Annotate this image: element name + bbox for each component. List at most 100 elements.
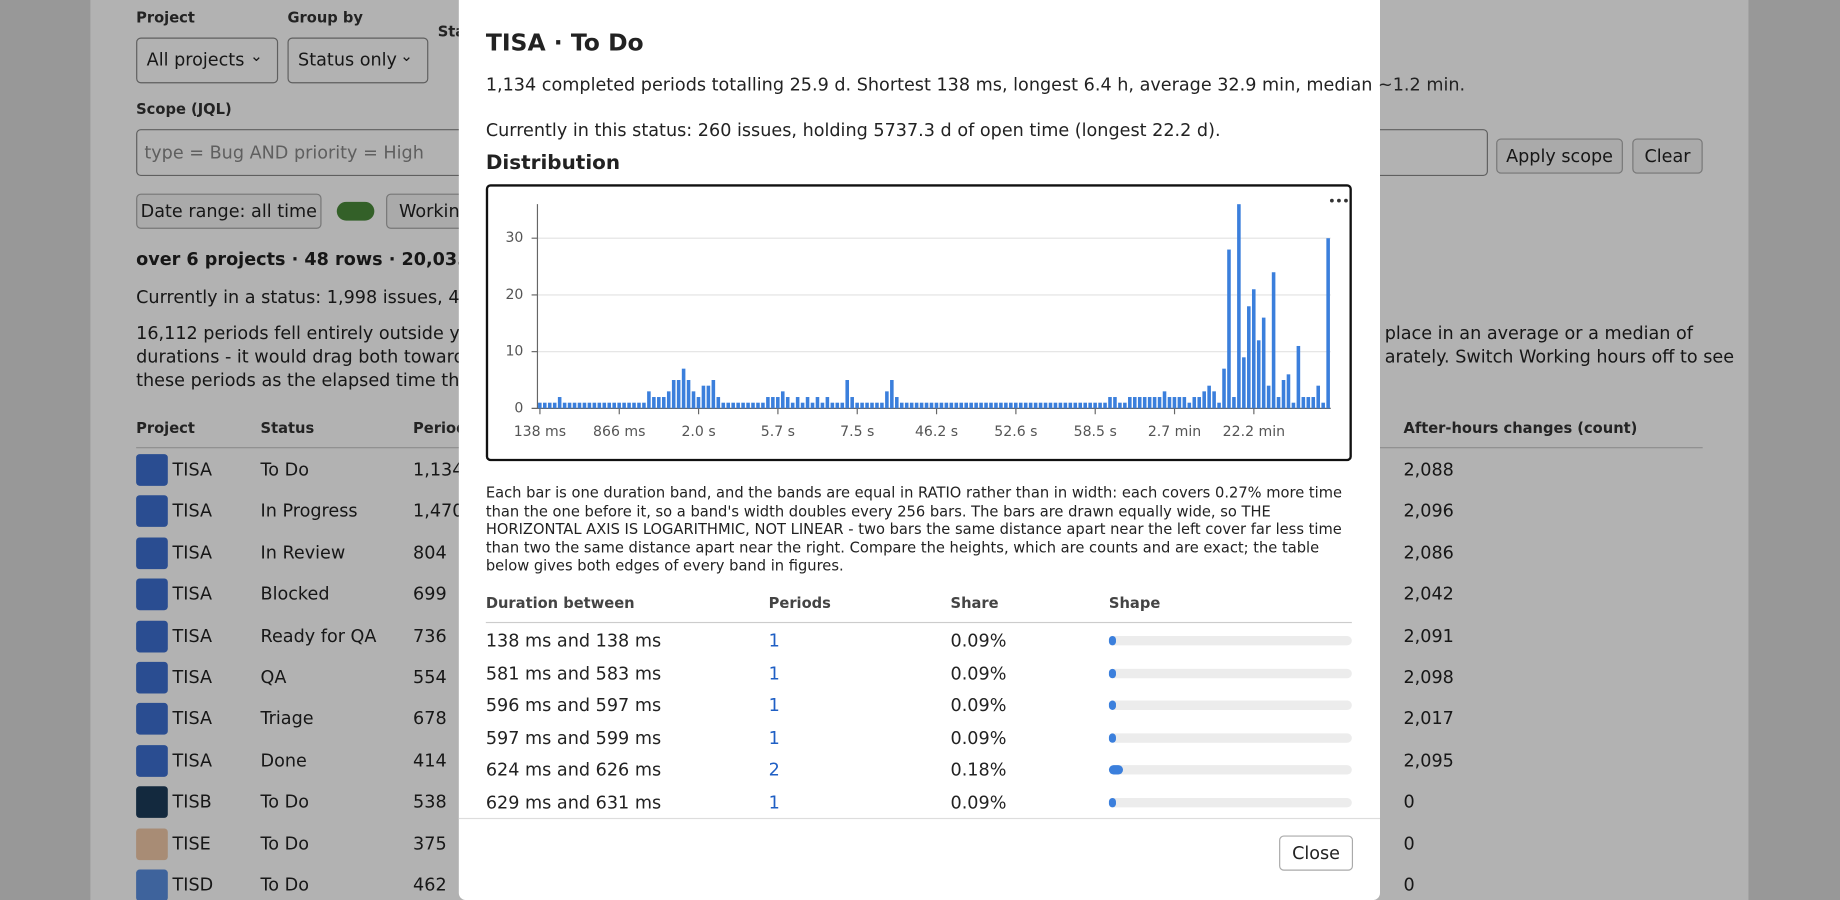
bar [1088, 402, 1092, 409]
y-tick-label: 30 [505, 230, 523, 246]
x-tick-label: 52.6 s [994, 424, 1037, 440]
bar [880, 402, 884, 409]
period-link[interactable]: 1 [768, 630, 780, 652]
menu-dot[interactable] [1344, 198, 1348, 203]
note: these periods as the elapsed time they r… [136, 369, 515, 391]
cell: TISA [172, 708, 212, 730]
cell: 0.18% [950, 759, 1007, 781]
cell: TISA [172, 666, 212, 688]
period-link[interactable]: 1 [768, 726, 780, 749]
bar [602, 402, 607, 409]
menu-dot[interactable] [1330, 198, 1334, 203]
shape-bar [1108, 797, 1116, 807]
column-header: Duration between [485, 593, 635, 612]
bar [1147, 397, 1152, 409]
bar [1326, 238, 1330, 409]
bar [1128, 397, 1132, 409]
chevron: ⌄ [249, 48, 263, 66]
table-body: 138 ms and 138 ms 1 0.09% 581 ms and 583 ms… [459, 623, 1380, 818]
project-icon [136, 537, 168, 569]
cell: In Review [260, 541, 346, 564]
bar [1048, 402, 1053, 409]
y-tick-label: 10 [505, 344, 523, 360]
period-link[interactable]: 1 [768, 791, 780, 813]
bar [1162, 391, 1167, 409]
column-header: After-hours changes (count) [1403, 418, 1638, 437]
bar [1093, 402, 1097, 409]
close-button[interactable]: Close [1279, 835, 1354, 871]
bar [805, 397, 810, 409]
bar [647, 391, 651, 409]
x-tick-label: 5.7 s [761, 424, 795, 440]
cell: TISB [172, 791, 212, 813]
cell: 2,095 [1403, 749, 1454, 771]
bar [1004, 402, 1008, 409]
bar [1103, 402, 1107, 409]
column-header: Share [950, 593, 999, 612]
bar [1306, 397, 1311, 409]
cell: To Do [260, 832, 309, 854]
select[interactable]: Status only ⌄ [287, 37, 429, 84]
note: 16,112 periods fell entirely outside you… [136, 322, 527, 344]
cell: 2,042 [1403, 583, 1454, 605]
bar [1038, 402, 1043, 409]
shape-bar [1108, 732, 1116, 743]
bar [1212, 391, 1216, 409]
bar [999, 402, 1003, 409]
bar [1152, 397, 1157, 409]
cell: 0 [1403, 874, 1415, 896]
bar [1033, 402, 1038, 409]
bar [607, 402, 612, 409]
cell: 2,096 [1403, 500, 1454, 522]
cell: 0.09% [950, 726, 1007, 749]
bar [701, 385, 706, 409]
bar [835, 402, 840, 409]
bar [780, 391, 785, 409]
period-link[interactable]: 1 [768, 662, 780, 684]
bar [810, 402, 815, 409]
cell: 1,470 [413, 500, 464, 522]
project-icon [136, 703, 168, 736]
menu-dot[interactable] [1337, 198, 1341, 203]
cell: 375 [413, 832, 447, 854]
x-tick-label: 138 ms [514, 424, 566, 440]
headline: over 6 projects · 48 rows · 20,035 comp [136, 248, 530, 270]
bar [538, 402, 542, 409]
bar [1157, 397, 1162, 409]
cell: 2,017 [1403, 708, 1454, 730]
bar [612, 402, 616, 409]
shape-track [1108, 797, 1352, 807]
shape-track [1108, 700, 1352, 710]
bar [949, 402, 954, 409]
bar [736, 402, 740, 409]
bar [1311, 397, 1316, 409]
cell: TISA [172, 458, 212, 480]
clear-button[interactable]: Clear [1632, 138, 1703, 174]
select-value: All projects [146, 49, 245, 71]
shape-track [1108, 732, 1352, 743]
date-range-button[interactable]: Date range: all time [136, 193, 322, 229]
cell: TISD [172, 874, 214, 896]
bar [691, 391, 696, 409]
period-link[interactable]: 1 [768, 694, 780, 716]
bar [865, 402, 869, 409]
period-link[interactable]: 2 [768, 759, 780, 781]
toggle[interactable] [336, 201, 375, 221]
apply-button[interactable]: Apply scope [1496, 138, 1623, 174]
bar [1321, 402, 1325, 409]
bar [582, 402, 587, 409]
bar [543, 402, 547, 409]
bar [597, 402, 602, 409]
bar [1009, 402, 1013, 409]
bar [731, 402, 735, 409]
y-tick-label: 0 [514, 400, 523, 416]
label: Scope (JQL) [136, 99, 232, 118]
cell: TISA [172, 624, 212, 647]
cell: 0 [1403, 791, 1415, 813]
bar [1256, 340, 1261, 409]
cell: 699 [413, 583, 447, 605]
cell: 2,098 [1403, 666, 1454, 688]
bar [1276, 397, 1281, 409]
select[interactable]: All projects ⌄ [136, 37, 279, 84]
bar [1118, 402, 1122, 409]
